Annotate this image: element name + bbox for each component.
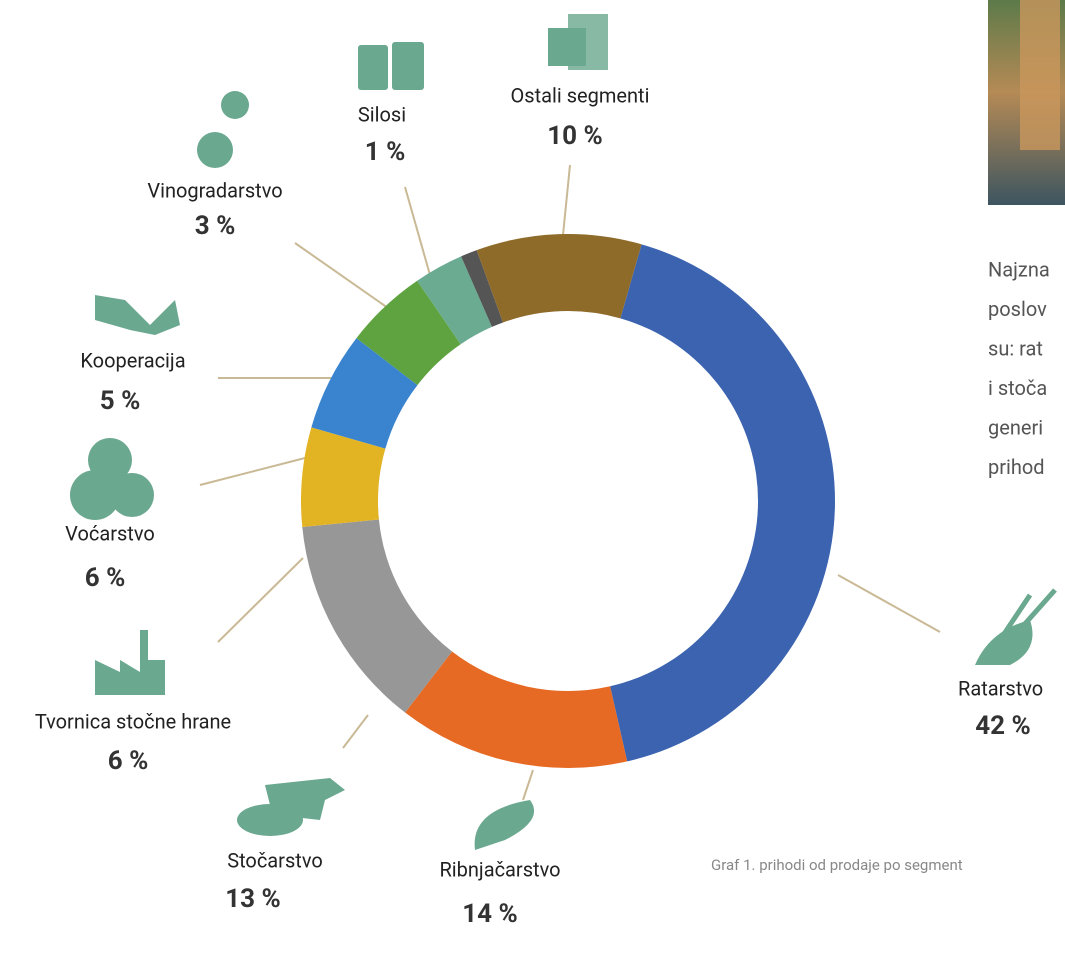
chart: Graf 1. prihodi od prodaje po segment Ra… <box>0 0 1065 953</box>
segment-name: Ribnjačarstvo <box>439 857 560 881</box>
segment-value: 13 % <box>225 884 281 914</box>
segment-name: Vinogradarstvo <box>147 178 282 202</box>
segment-name: Silosi <box>358 102 406 126</box>
segment-name: Stočarstvo <box>227 848 323 872</box>
leader-line <box>563 165 570 235</box>
leader-line <box>343 715 368 748</box>
paragraph-line: i stoča <box>988 376 1047 400</box>
icon-factory <box>95 630 165 695</box>
paragraph-line: Najzna <box>988 257 1050 281</box>
segment-name: Voćarstvo <box>65 521 155 545</box>
leader-line <box>405 187 430 275</box>
icon-grapes <box>221 91 249 119</box>
leader-line <box>200 458 305 485</box>
segment-value: 1 % <box>365 137 406 167</box>
segment-value: 5 % <box>100 386 141 416</box>
segment-value: 14 % <box>462 899 518 929</box>
paragraph-line: generi <box>988 415 1043 439</box>
icon-segments <box>568 14 608 70</box>
photo-building <box>1020 0 1060 150</box>
donut-segment <box>477 234 642 322</box>
icon-fish <box>475 800 534 850</box>
leader-line <box>523 770 533 800</box>
segment-name: Kooperacija <box>80 348 185 372</box>
leader-line <box>295 243 388 308</box>
segment-value: 6 % <box>108 746 149 776</box>
icon-fruit <box>110 473 154 517</box>
segment-value: 10 % <box>547 121 603 151</box>
paragraph-line: poslov <box>988 297 1047 321</box>
icon-pig <box>237 804 303 836</box>
page: {"chart_data": {"type": "donut", "catego… <box>0 0 1065 953</box>
segment-value: 6 % <box>85 563 126 593</box>
icon-handshake <box>95 295 180 335</box>
leader-line <box>218 558 303 642</box>
paragraph-line: prihod <box>988 455 1045 479</box>
segment-name: Ostali segmenti <box>511 83 650 107</box>
segment-name: Tvornica stočne hrane <box>35 709 231 733</box>
segment-value: 3 % <box>195 211 236 241</box>
leader-line <box>838 575 940 632</box>
icon-silo <box>358 45 388 90</box>
icon-grapes <box>197 132 233 168</box>
paragraph-line: su: rat <box>988 336 1043 360</box>
icon-silo <box>392 42 424 90</box>
donut-segment <box>610 244 835 761</box>
segment-name: Ratarstvo <box>958 676 1043 700</box>
caption: Graf 1. prihodi od prodaje po segment <box>711 856 963 874</box>
segment-value: 42 % <box>975 711 1031 741</box>
